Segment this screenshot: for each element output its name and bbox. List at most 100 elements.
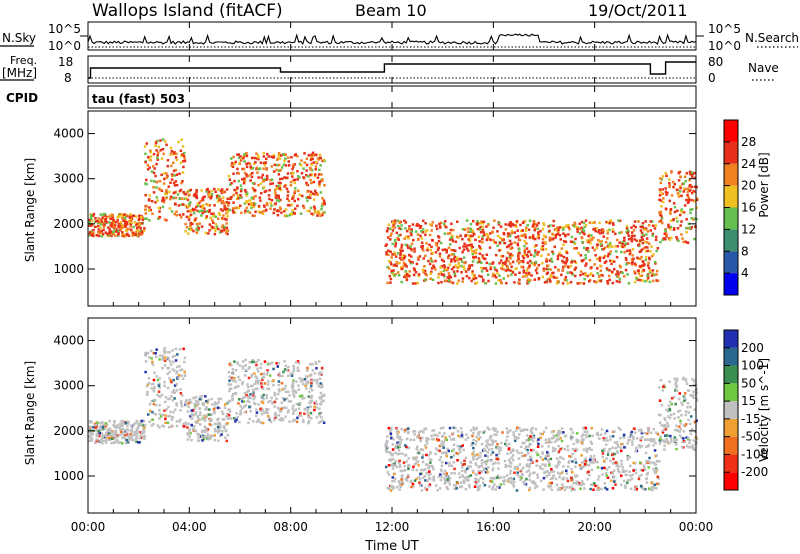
echo-point — [668, 442, 671, 445]
echo-point — [670, 194, 674, 197]
echo-point — [119, 227, 123, 231]
echo-point — [554, 234, 558, 237]
echo-point — [89, 215, 93, 218]
echo-point — [517, 457, 521, 460]
echo-point — [265, 373, 269, 376]
echo-point — [596, 466, 600, 469]
echo-point — [439, 443, 443, 446]
echo-point — [313, 408, 316, 412]
echo-point — [98, 431, 101, 435]
echo-point — [292, 390, 295, 393]
echo-point — [627, 261, 631, 265]
echo-point — [216, 425, 220, 429]
echo-point — [638, 475, 641, 478]
echo-point — [136, 222, 139, 226]
echo-point — [220, 200, 224, 203]
echo-point — [595, 281, 598, 284]
echo-point — [160, 393, 164, 397]
echo-point — [256, 370, 260, 373]
echo-point — [221, 209, 224, 212]
echo-point — [647, 224, 651, 227]
echo-point — [108, 434, 112, 437]
echo-point — [154, 174, 157, 178]
echo-point — [464, 488, 468, 491]
echo-point — [194, 404, 197, 408]
echo-point — [421, 448, 424, 452]
echo-point — [578, 227, 581, 231]
echo-point — [400, 246, 403, 249]
echo-point — [409, 260, 412, 264]
echo-point — [245, 165, 249, 169]
echo-point — [100, 220, 104, 223]
echo-point — [622, 479, 626, 483]
echo-point — [520, 445, 523, 449]
echo-point — [469, 227, 473, 231]
echo-point — [125, 229, 128, 232]
echo-point — [557, 444, 560, 448]
echo-point — [452, 265, 456, 269]
echo-point — [179, 388, 182, 391]
echo-point — [562, 240, 566, 243]
echo-point — [175, 371, 178, 375]
echo-point — [386, 471, 389, 474]
echo-point — [467, 483, 471, 487]
echo-point — [396, 252, 400, 255]
echo-point — [524, 445, 528, 449]
echo-point — [539, 436, 542, 440]
echo-point — [536, 445, 540, 448]
echo-point — [292, 194, 295, 198]
echo-point — [185, 215, 189, 219]
echo-point — [99, 422, 102, 425]
echo-point — [213, 403, 217, 406]
echo-point — [529, 253, 533, 256]
echo-point — [460, 431, 464, 434]
echo-point — [541, 248, 545, 251]
echo-point — [124, 225, 127, 229]
echo-point — [439, 241, 443, 245]
echo-point — [590, 272, 593, 275]
echo-point — [525, 253, 529, 257]
freq-tick-bottom: 8 — [64, 71, 72, 85]
echo-point — [611, 281, 614, 285]
echo-point — [623, 245, 626, 249]
echo-point — [515, 225, 518, 228]
echo-point — [474, 276, 478, 280]
echo-point — [259, 421, 262, 424]
echo-point — [467, 267, 470, 271]
echo-point — [238, 364, 242, 367]
echo-point — [412, 438, 416, 442]
echo-point — [615, 255, 619, 259]
echo-point — [322, 421, 326, 424]
echo-point — [689, 394, 692, 397]
echo-point — [693, 408, 696, 411]
echo-point — [284, 208, 288, 211]
echo-point — [626, 261, 629, 265]
echo-point — [232, 172, 235, 175]
echo-point — [670, 171, 673, 174]
echo-point — [631, 443, 634, 446]
echo-point — [290, 172, 293, 175]
echo-point — [642, 464, 646, 467]
echo-point — [423, 486, 427, 490]
echo-point — [494, 276, 498, 279]
echo-point — [114, 429, 118, 433]
echo-point — [110, 234, 113, 238]
echo-point — [641, 270, 644, 273]
echo-point — [569, 434, 573, 438]
echo-point — [579, 483, 583, 487]
echo-point — [580, 438, 584, 442]
echo-point — [421, 453, 425, 457]
echo-point — [475, 482, 478, 486]
echo-point — [403, 237, 406, 240]
echo-point — [616, 468, 620, 471]
echo-point — [687, 418, 690, 422]
echo-point — [209, 417, 212, 420]
echo-point — [557, 230, 560, 234]
echo-point — [116, 435, 120, 439]
echo-point — [237, 384, 240, 388]
echo-point — [473, 232, 476, 236]
echo-point — [308, 390, 311, 394]
echo-point — [424, 222, 427, 225]
echo-point — [123, 216, 127, 220]
echo-point — [239, 155, 242, 158]
